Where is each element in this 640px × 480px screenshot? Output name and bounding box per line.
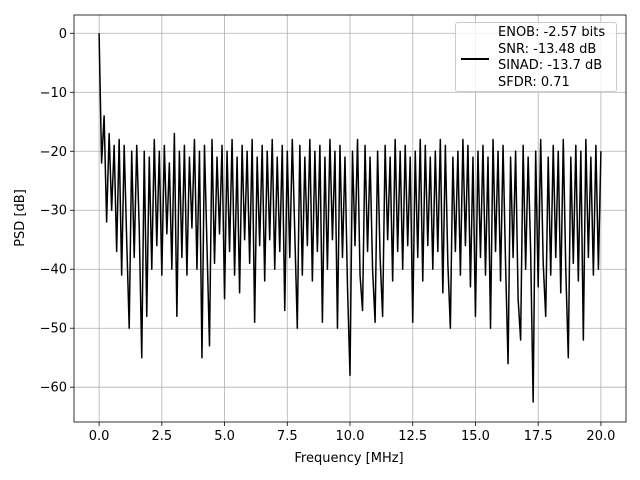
- legend-line: [461, 58, 489, 60]
- y-tick-label: −30: [40, 204, 67, 219]
- y-tick-label: −20: [40, 145, 67, 160]
- y-tick-label: −40: [40, 263, 67, 278]
- x-tick-label: 20.0: [586, 429, 615, 444]
- legend-label: ENOB: -2.57 bits SNR: -13.48 dB SINAD: -…: [498, 25, 606, 90]
- legend: ENOB: -2.57 bits SNR: -13.48 dB SINAD: -…: [455, 22, 617, 92]
- y-tick-label: −60: [40, 381, 67, 396]
- y-tick-label: 0: [59, 27, 67, 42]
- x-tick-label: 2.5: [151, 429, 172, 444]
- y-axis-label: PSD [dB]: [13, 189, 28, 247]
- x-tick-label: 12.5: [398, 429, 427, 444]
- x-tick-label: 15.0: [461, 429, 490, 444]
- x-tick-label: 10.0: [336, 429, 365, 444]
- x-tick-label: 17.5: [524, 429, 553, 444]
- x-axis-label: Frequency [MHz]: [294, 451, 403, 466]
- y-tick-label: −50: [40, 322, 67, 337]
- x-tick-label: 5.0: [214, 429, 235, 444]
- plot-frame: [73, 14, 627, 423]
- x-tick-label: 0.0: [89, 429, 110, 444]
- series-line: [98, 33, 602, 403]
- y-tick-label: −10: [40, 86, 67, 101]
- x-tick-label: 7.5: [277, 429, 298, 444]
